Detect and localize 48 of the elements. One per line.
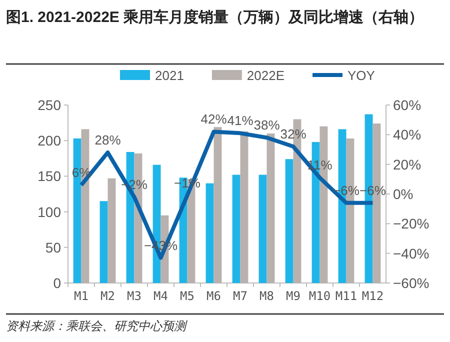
x-tick-label: M10 bbox=[308, 289, 331, 303]
x-tick-label: M2 bbox=[100, 289, 115, 303]
bar bbox=[100, 201, 108, 283]
x-tick-label: M3 bbox=[127, 289, 142, 303]
bar bbox=[214, 127, 222, 283]
legend-label: 2021 bbox=[155, 68, 184, 83]
x-tick-label: M11 bbox=[335, 289, 358, 303]
bar bbox=[258, 174, 267, 283]
y2-tick-label: −60% bbox=[393, 275, 430, 291]
y2-tick-label: −20% bbox=[393, 216, 430, 232]
data-label: 41% bbox=[227, 113, 254, 128]
x-tick-label: M6 bbox=[206, 289, 221, 303]
x-tick-label: M12 bbox=[362, 289, 384, 303]
data-label: 42% bbox=[200, 112, 228, 127]
y2-tick-label: 0% bbox=[393, 186, 414, 202]
y2-tick-label: 60% bbox=[393, 97, 422, 113]
data-label: 6% bbox=[72, 165, 92, 180]
x-tick-label: M4 bbox=[154, 289, 168, 303]
text: 资料来源：乘联会、研究中心预测 bbox=[6, 319, 188, 333]
x-tick-label: M8 bbox=[260, 289, 274, 303]
y2-tick-label: 40% bbox=[393, 126, 422, 143]
x-tick-label: M1 bbox=[74, 289, 88, 303]
y-tick-label: 200 bbox=[38, 132, 62, 149]
bar bbox=[232, 174, 240, 283]
bar bbox=[108, 178, 116, 283]
bar bbox=[206, 183, 214, 283]
data-label: −2% bbox=[121, 176, 148, 192]
x-tick-label: M9 bbox=[286, 289, 300, 303]
y-tick-label: 250 bbox=[38, 97, 62, 113]
data-label: 28% bbox=[94, 132, 122, 148]
x-tick-label: M7 bbox=[233, 289, 248, 303]
y-tick-label: 100 bbox=[38, 204, 62, 220]
data-label: −1% bbox=[174, 175, 201, 190]
y2-tick-label: 20% bbox=[393, 156, 422, 172]
y-tick-label: 0 bbox=[53, 275, 62, 291]
x-tick-label: M5 bbox=[180, 289, 194, 303]
y2-tick-label: −40% bbox=[393, 245, 430, 262]
legend-label: YOY bbox=[348, 68, 376, 83]
bar bbox=[266, 133, 275, 283]
legend-label: 2022E bbox=[246, 68, 285, 83]
chart-title: 图1. 2021-2022E 乘用车月度销量（万辆）及同比增速（右轴） bbox=[6, 8, 424, 26]
data-label: 11% bbox=[307, 158, 333, 173]
bar bbox=[285, 159, 294, 283]
y-tick-label: 150 bbox=[38, 168, 62, 184]
data-label: 32% bbox=[280, 126, 307, 142]
data-label: 38% bbox=[254, 118, 280, 133]
bar bbox=[240, 131, 248, 283]
y-tick-label: 50 bbox=[45, 239, 62, 256]
